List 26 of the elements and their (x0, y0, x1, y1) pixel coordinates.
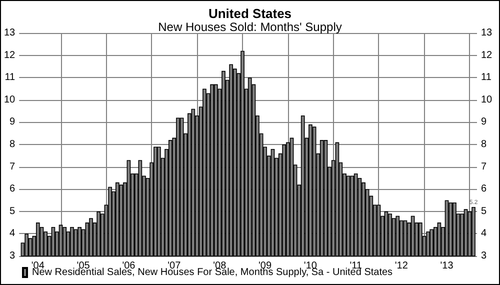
y2-tick-label: 11 (481, 72, 492, 84)
y-tick-label: 4 (10, 228, 16, 240)
y2-tick-label: 8 (481, 139, 487, 150)
y2-tick-label: 12 (481, 50, 493, 61)
chart-subtitle: New Houses Sold: Months' Supply (158, 20, 342, 34)
y2-tick-label: 6 (481, 184, 487, 195)
y-tick-label: 12 (4, 50, 16, 61)
y-tick-label: 7 (10, 161, 16, 172)
y-tick-label: 9 (10, 116, 16, 128)
x-tick-label: '13 (440, 260, 454, 272)
y2-tick-label: 10 (481, 94, 493, 106)
y2-tick-label: 3 (481, 250, 487, 262)
x-tick-label: '12 (394, 260, 408, 272)
y2-tick-label: 7 (481, 161, 487, 172)
y-tick-label: 10 (4, 94, 16, 106)
y-tick-label: 8 (10, 139, 16, 150)
chart-title: United States (208, 6, 292, 21)
y2-tick-label: 5 (481, 206, 487, 217)
y2-tick-label: 13 (481, 28, 493, 38)
y-tick-label: 3 (10, 250, 16, 262)
y-tick-label: 11 (4, 72, 16, 84)
y-tick-label: 5 (10, 206, 16, 217)
y-tick-label: 13 (4, 28, 16, 38)
y2-tick-label: 4 (481, 228, 487, 240)
y2-tick-label: 9 (481, 116, 487, 128)
y-tick-label: 6 (10, 184, 16, 195)
